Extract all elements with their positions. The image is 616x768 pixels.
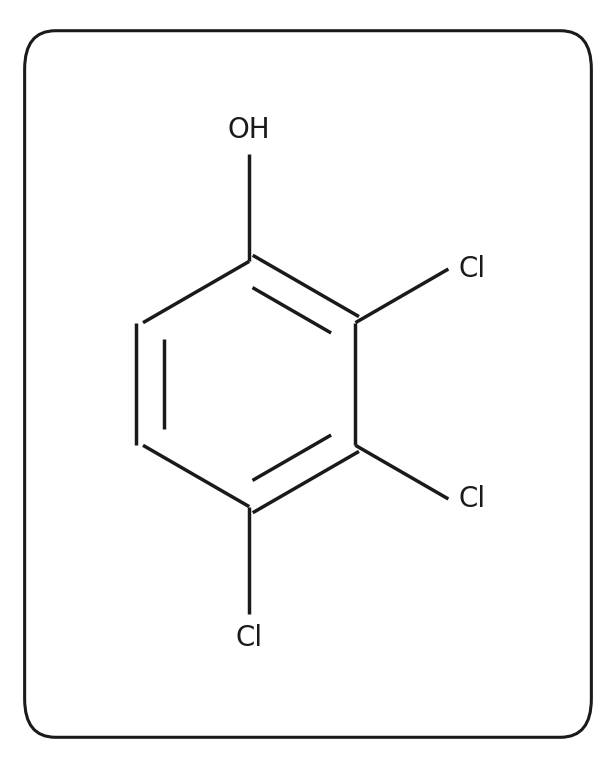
Text: Cl: Cl [458,485,486,513]
Text: Cl: Cl [458,255,486,283]
Text: Cl: Cl [236,624,263,652]
Text: OH: OH [228,116,270,144]
